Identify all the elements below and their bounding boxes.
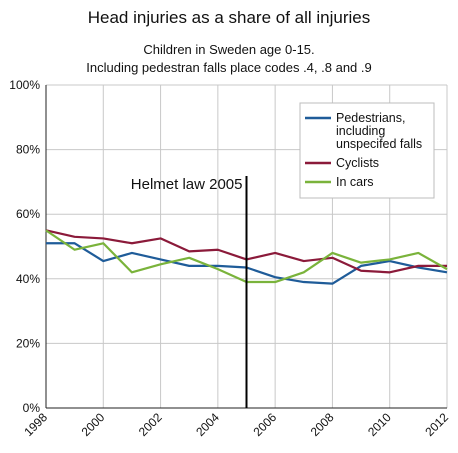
x-tick-label: 2010 <box>365 410 394 439</box>
x-tick-label: 2008 <box>308 410 337 439</box>
y-tick-label: 80% <box>16 143 40 157</box>
chart-title: Head injuries as a share of all injuries <box>87 8 371 27</box>
y-tick-label: 0% <box>23 401 41 415</box>
y-tick-label: 100% <box>9 78 40 92</box>
legend-label-1: unspecifed falls <box>336 137 422 151</box>
legend-label-3: In cars <box>336 175 374 189</box>
x-tick-label: 2006 <box>250 410 279 439</box>
y-tick-label: 40% <box>16 272 40 286</box>
chart-subtitle-line-1: Children in Sweden age 0-15. <box>143 42 315 57</box>
helmet-law-annotation: Helmet law 2005 <box>131 176 243 193</box>
x-tick-label: 2002 <box>136 410 165 439</box>
legend-label-1: Pedestrians, <box>336 111 405 125</box>
x-tick-label: 2012 <box>422 410 451 439</box>
legend-label-2: Cyclists <box>336 156 379 170</box>
x-tick-label: 2000 <box>79 410 108 439</box>
chart-subtitle-line-2: Including pedestran falls place codes .4… <box>86 60 372 75</box>
x-tick-label: 2004 <box>193 410 222 439</box>
legend-label-1: including <box>336 124 385 138</box>
y-tick-label: 60% <box>16 207 40 221</box>
y-tick-label: 20% <box>16 336 40 350</box>
